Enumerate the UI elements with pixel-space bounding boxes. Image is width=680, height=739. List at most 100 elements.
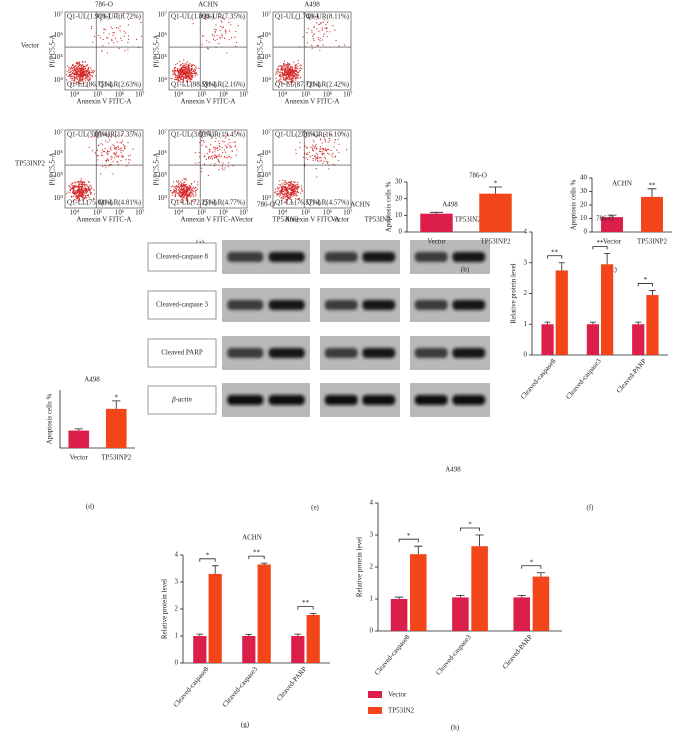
event-dot [85,184,87,186]
event-dot [320,160,322,162]
x-tick-label: 10⁴ [70,209,80,217]
event-dot [283,182,285,184]
event-dot [180,75,182,77]
event-dot [181,196,183,198]
x-tick-label: 10⁶ [115,209,125,217]
event-dot [288,70,291,72]
event-dot [275,77,277,79]
scatter-dots [275,15,345,86]
event-dot [317,158,319,160]
event-dot [194,71,196,73]
event-dot [82,78,84,80]
event-dot [90,192,92,194]
y-tick-label: 4 [524,228,528,236]
bar [420,213,453,232]
event-dot [89,188,91,190]
error-bar [604,253,611,265]
event-dot [192,195,194,197]
event-dot [117,146,119,149]
event-dot [293,186,295,188]
event-dot [290,195,292,197]
event-dot [81,77,83,79]
event-dot [185,179,187,181]
event-dot [324,156,326,158]
event-dot [83,61,85,63]
event-dot [178,180,180,182]
event-dot [235,154,237,156]
event-dot [127,41,129,44]
quadrant-label: Q1-LL(88.59%) [171,81,217,89]
event-dot [234,146,236,148]
event-dot [121,133,123,135]
event-dot [120,142,122,144]
event-dot [193,186,195,188]
event-dot [81,192,83,194]
event-dot [214,163,216,165]
event-dot [75,69,77,71]
event-dot [73,182,75,184]
event-dot [324,141,327,143]
event-dot [317,154,319,156]
event-dot [281,187,283,189]
event-dot [296,188,299,190]
event-dot [277,70,279,72]
event-dot [287,63,290,65]
significance-bracket [637,283,653,287]
error-bar [294,633,302,636]
event-dot [288,81,290,83]
event-dot [280,71,282,73]
annotation: ** [302,599,310,607]
event-dot [177,189,180,191]
event-dot [100,143,102,145]
event-dot [295,66,297,68]
event-dot [217,158,219,160]
event-dot [283,63,286,65]
error-bar [414,545,423,555]
event-dot [93,70,96,72]
event-dot [296,190,298,192]
event-dot [180,196,182,198]
event-dot [185,77,187,79]
event-dot [290,73,292,75]
event-dot [178,186,180,189]
event-dot [189,78,191,80]
event-dot [80,64,82,66]
event-dot [299,141,301,144]
event-dot [82,196,84,198]
event-dot [222,26,224,28]
event-dot [213,165,215,167]
event-dot [299,146,301,148]
event-dot [297,62,299,64]
event-dot [232,165,234,167]
event-dot [289,78,291,80]
event-dot [82,182,84,184]
y-tick-label: 10⁵ [54,53,64,61]
event-dot [296,67,298,70]
x-tick-label: 10⁶ [323,91,333,99]
event-dot [182,79,184,81]
event-dot [214,28,216,30]
event-dot [69,75,71,77]
event-dot [74,193,76,195]
event-dot [72,69,74,72]
event-dot [181,191,183,193]
event-dot [175,185,177,188]
event-dot [181,193,183,195]
event-dot [294,76,296,78]
event-dot [71,75,73,77]
event-dot [286,196,289,198]
event-dot [103,150,106,153]
event-dot [97,155,99,157]
event-dot [296,77,298,79]
event-dot [84,196,87,198]
event-dot [276,69,278,71]
event-dot [187,76,189,78]
event-dot [109,148,111,150]
event-dot [223,149,225,151]
plot-frame [64,129,144,209]
chart-title: 786-O [596,215,614,223]
blot-band [268,348,305,358]
event-dot [81,190,83,192]
event-dot [178,184,180,186]
event-dot [120,150,122,152]
